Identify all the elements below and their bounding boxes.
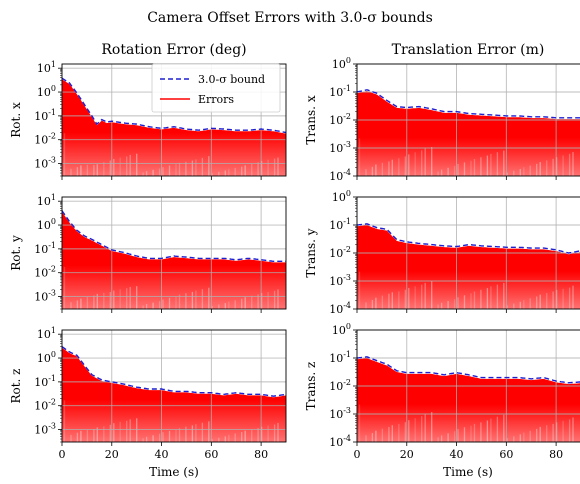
x-tick-label: 60 <box>499 448 513 461</box>
x-tick-label: 20 <box>105 448 119 461</box>
y-tick-label: 10-2 <box>34 265 56 280</box>
x-tick-label: 40 <box>450 448 464 461</box>
y-tick-label: 10-2 <box>34 398 56 413</box>
panel-rot-y: 10-3 10-2 10-1 100 101 Rot. y <box>9 193 287 313</box>
y-tick-label: 100 <box>37 350 56 365</box>
y-tick-label: 100 <box>37 84 56 99</box>
y-tick-label: 10-2 <box>329 112 351 127</box>
panel-trans-y: 10-4 10-3 10-2 10-1 100 Trans. y <box>304 189 580 316</box>
y-axis-label: Trans. x <box>304 95 318 144</box>
sigma-bound-line <box>357 223 580 254</box>
y-tick-label: 10-3 <box>329 406 351 421</box>
error-envelope <box>357 91 580 176</box>
y-tick-label: 10-2 <box>329 245 351 260</box>
y-tick-label: 100 <box>332 56 351 71</box>
x-tick-label: 0 <box>354 448 361 461</box>
y-tick-label: 10-3 <box>34 156 56 171</box>
y-tick-label: 10-3 <box>34 422 56 437</box>
x-tick-label: 20 <box>400 448 414 461</box>
x-tick-label: 80 <box>549 448 563 461</box>
legend-bound-label: 3.0-σ bound <box>198 73 265 86</box>
sigma-bound-line <box>357 89 580 119</box>
y-axis-label: Rot. x <box>9 102 23 138</box>
y-tick-label: 10-1 <box>34 241 56 256</box>
x-tick-label: 0 <box>59 448 66 461</box>
y-tick-label: 100 <box>37 217 56 232</box>
legend-errors-label: Errors <box>198 93 234 106</box>
y-tick-label: 100 <box>332 189 351 204</box>
sigma-bound-line <box>62 77 286 134</box>
column-title-translation: Translation Error (m) <box>392 42 545 58</box>
x-axis-label-left: Time (s) <box>149 465 199 479</box>
error-envelope <box>62 347 286 442</box>
y-tick-label: 101 <box>37 60 56 75</box>
y-axis-label: Trans. y <box>304 228 318 277</box>
x-tick-label: 40 <box>155 448 169 461</box>
y-tick-label: 10-3 <box>329 140 351 155</box>
y-tick-label: 10-4 <box>329 301 351 316</box>
error-envelope <box>357 225 580 309</box>
axes-frame <box>61 329 287 443</box>
y-tick-label: 10-2 <box>329 378 351 393</box>
panel-trans-z: 0 20 40 60 80 10-4 10-3 10-2 10-1 100 Trans. z <box>304 322 580 461</box>
y-tick-label: 10-1 <box>34 108 56 123</box>
error-envelope <box>62 211 286 309</box>
y-tick-label: 10-3 <box>329 273 351 288</box>
x-tick-label: 60 <box>204 448 218 461</box>
error-envelope <box>62 79 286 176</box>
y-tick-label: 10-1 <box>329 350 351 365</box>
legend-box <box>151 63 281 113</box>
figure-title: Camera Offset Errors with 3.0-σ bounds <box>147 10 433 26</box>
y-tick-label: 100 <box>332 322 351 337</box>
sigma-bound-line <box>357 356 580 384</box>
y-tick-label: 10-1 <box>34 374 56 389</box>
axes-frame <box>61 196 287 310</box>
x-tick-label: 80 <box>254 448 268 461</box>
panel-rot-z: 0 20 40 60 80 10-3 10-2 10-1 100 101 Rot. z <box>9 326 287 461</box>
y-axis-label: Rot. z <box>9 368 23 403</box>
y-axis-label: Rot. y <box>9 235 23 271</box>
y-tick-label: 101 <box>37 193 56 208</box>
y-tick-label: 10-2 <box>34 132 56 147</box>
x-axis-label-right: Time (s) <box>443 465 493 479</box>
y-tick-label: 10-1 <box>329 84 351 99</box>
column-title-rotation: Rotation Error (deg) <box>101 42 246 58</box>
error-envelope <box>357 358 580 442</box>
y-tick-label: 10-1 <box>329 217 351 232</box>
y-axis-label: Trans. z <box>304 362 318 411</box>
y-tick-label: 10-4 <box>329 434 351 449</box>
y-tick-label: 10-3 <box>34 289 56 304</box>
y-tick-label: 10-4 <box>329 168 351 183</box>
sigma-bound-line <box>62 210 286 262</box>
panel-trans-x: 10-4 10-3 10-2 10-1 100 Trans. x <box>304 56 580 183</box>
sigma-bound-line <box>62 346 286 397</box>
y-tick-label: 101 <box>37 326 56 341</box>
legend: 3.0-σ bound Errors <box>151 63 281 113</box>
